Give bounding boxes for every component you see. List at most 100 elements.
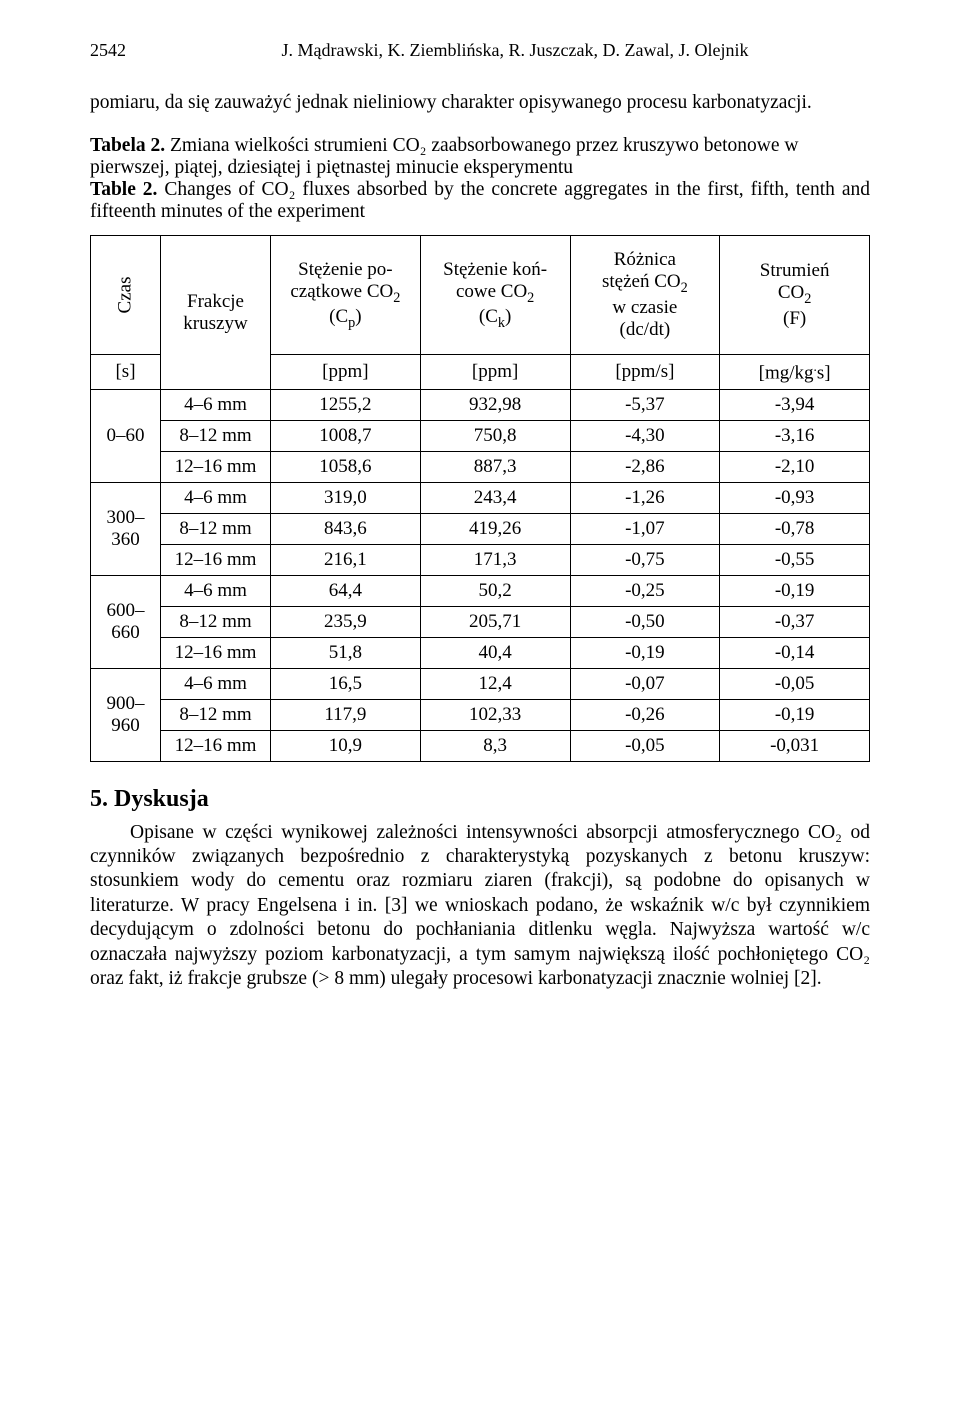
table-row: 8–12 mm117,9102,33-0,26-0,19: [91, 699, 870, 730]
cell-diff: -1,07: [570, 513, 720, 544]
th-flux: Strumień CO2 (F): [720, 236, 870, 355]
cell-diff: -0,25: [570, 575, 720, 606]
cell-diff: -0,75: [570, 544, 720, 575]
running-header: 2542 J. Mądrawski, K. Ziemblińska, R. Ju…: [90, 40, 870, 61]
cell-ck: 40,4: [420, 637, 570, 668]
cell-czas: 0–60: [91, 389, 161, 482]
cell-frakcja: 12–16 mm: [161, 544, 271, 575]
cell-flux: -2,10: [720, 451, 870, 482]
cell-cp: 235,9: [271, 606, 421, 637]
cell-cp: 117,9: [271, 699, 421, 730]
table-row: 12–16 mm10,98,3-0,05-0,031: [91, 730, 870, 761]
table-head: Czas Frakcje kruszyw Stężenie po- czątko…: [91, 236, 870, 389]
cell-frakcja: 4–6 mm: [161, 575, 271, 606]
th-unit-ppm1: [ppm]: [271, 355, 421, 389]
cell-frakcja: 8–12 mm: [161, 420, 271, 451]
cell-ck: 50,2: [420, 575, 570, 606]
authors-line: J. Mądrawski, K. Ziemblińska, R. Juszcza…: [160, 40, 870, 61]
table-row: 12–16 mm216,1171,3-0,75-0,55: [91, 544, 870, 575]
cell-ck: 8,3: [420, 730, 570, 761]
cell-cp: 843,6: [271, 513, 421, 544]
cell-frakcja: 8–12 mm: [161, 606, 271, 637]
table-caption-en: Changes of CO₂ fluxes absorbed by the co…: [90, 179, 870, 222]
th-ck: Stężenie koń- cowe CO2 (Ck): [420, 236, 570, 355]
th-unit-ppm2: [ppm]: [420, 355, 570, 389]
cell-frakcja: 4–6 mm: [161, 389, 271, 420]
cell-cp: 319,0: [271, 482, 421, 513]
cell-czas: 300– 360: [91, 482, 161, 575]
cell-ck: 932,98: [420, 389, 570, 420]
cell-ck: 205,71: [420, 606, 570, 637]
cell-frakcja: 4–6 mm: [161, 482, 271, 513]
table-row: 8–12 mm235,9205,71-0,50-0,37: [91, 606, 870, 637]
th-unit-ppms: [ppm/s]: [570, 355, 720, 389]
cell-ck: 102,33: [420, 699, 570, 730]
table-row: 12–16 mm51,840,4-0,19-0,14: [91, 637, 870, 668]
section-title: 5. Dyskusja: [90, 786, 870, 813]
cell-flux: -3,16: [720, 420, 870, 451]
cell-diff: -0,50: [570, 606, 720, 637]
cell-diff: -4,30: [570, 420, 720, 451]
cell-czas: 900– 960: [91, 668, 161, 761]
cell-cp: 51,8: [271, 637, 421, 668]
cell-frakcja: 12–16 mm: [161, 637, 271, 668]
cell-flux: -0,93: [720, 482, 870, 513]
table-caption-pl: Zmiana wielkości strumieni CO₂ zaabsorbo…: [90, 135, 798, 178]
table-body: 0–604–6 mm1255,2932,98-5,37-3,948–12 mm1…: [91, 389, 870, 761]
th-czas: Czas: [91, 236, 161, 355]
cell-flux: -0,55: [720, 544, 870, 575]
intro-paragraph: pomiaru, da się zauważyć jednak nielinio…: [90, 91, 870, 115]
cell-ck: 171,3: [420, 544, 570, 575]
cell-cp: 10,9: [271, 730, 421, 761]
table-row: 600– 6604–6 mm64,450,2-0,25-0,19: [91, 575, 870, 606]
cell-flux: -0,19: [720, 699, 870, 730]
discussion-paragraph: Opisane w części wynikowej zależności in…: [90, 821, 870, 992]
cell-flux: -0,37: [720, 606, 870, 637]
page: 2542 J. Mądrawski, K. Ziemblińska, R. Ju…: [0, 0, 960, 1051]
table-row: 900– 9604–6 mm16,512,4-0,07-0,05: [91, 668, 870, 699]
th-cp: Stężenie po- czątkowe CO2 (Cp): [271, 236, 421, 355]
cell-cp: 1008,7: [271, 420, 421, 451]
cell-cp: 1255,2: [271, 389, 421, 420]
cell-frakcja: 8–12 mm: [161, 699, 271, 730]
th-unit-mg: [mg/kg.s]: [720, 355, 870, 389]
cell-cp: 1058,6: [271, 451, 421, 482]
table-row: 300– 3604–6 mm319,0243,4-1,26-0,93: [91, 482, 870, 513]
cell-cp: 216,1: [271, 544, 421, 575]
cell-diff: -5,37: [570, 389, 720, 420]
cell-flux: -3,94: [720, 389, 870, 420]
table-row: 0–604–6 mm1255,2932,98-5,37-3,94: [91, 389, 870, 420]
cell-frakcja: 12–16 mm: [161, 730, 271, 761]
table-row: 8–12 mm843,6419,26-1,07-0,78: [91, 513, 870, 544]
th-diff: Różnica stężeń CO2 w czasie (dc/dt): [570, 236, 720, 355]
cell-czas: 600– 660: [91, 575, 161, 668]
cell-diff: -0,19: [570, 637, 720, 668]
cell-diff: -2,86: [570, 451, 720, 482]
cell-frakcja: 4–6 mm: [161, 668, 271, 699]
table-label-bold: Tabela 2.: [90, 135, 165, 156]
cell-ck: 243,4: [420, 482, 570, 513]
th-frakcje: Frakcje kruszyw: [161, 236, 271, 389]
cell-diff: -0,07: [570, 668, 720, 699]
cell-frakcja: 8–12 mm: [161, 513, 271, 544]
table-row: 8–12 mm1008,7750,8-4,30-3,16: [91, 420, 870, 451]
cell-flux: -0,78: [720, 513, 870, 544]
cell-flux: -0,05: [720, 668, 870, 699]
data-table: Czas Frakcje kruszyw Stężenie po- czątko…: [90, 235, 870, 761]
cell-flux: -0,14: [720, 637, 870, 668]
table-label-en: Table 2. Changes of CO₂ fluxes absorbed …: [90, 179, 870, 223]
table-row: 12–16 mm1058,6887,3-2,86-2,10: [91, 451, 870, 482]
table-label-pl: Tabela 2. Zmiana wielkości strumieni CO₂…: [90, 135, 870, 179]
th-unit-s: [s]: [91, 355, 161, 389]
table-label-en-bold: Table 2.: [90, 179, 157, 200]
cell-ck: 419,26: [420, 513, 570, 544]
cell-diff: -1,26: [570, 482, 720, 513]
cell-diff: -0,26: [570, 699, 720, 730]
cell-diff: -0,05: [570, 730, 720, 761]
cell-ck: 887,3: [420, 451, 570, 482]
cell-flux: -0,19: [720, 575, 870, 606]
cell-ck: 750,8: [420, 420, 570, 451]
cell-flux: -0,031: [720, 730, 870, 761]
cell-frakcja: 12–16 mm: [161, 451, 271, 482]
cell-ck: 12,4: [420, 668, 570, 699]
